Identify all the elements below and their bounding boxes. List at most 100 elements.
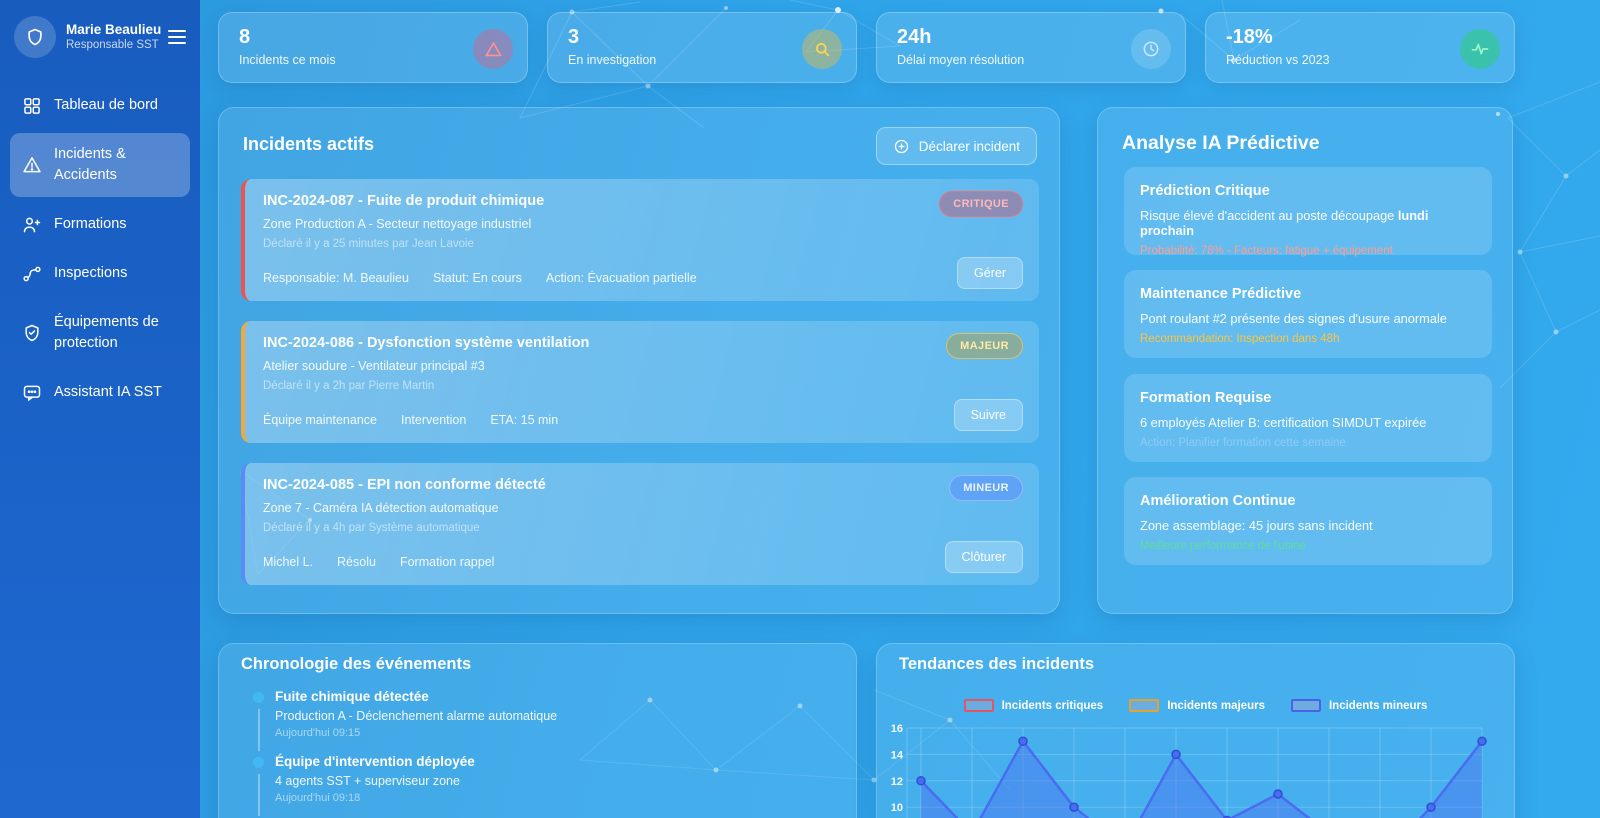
- sidebar-item-label: Incidents & Accidents: [54, 146, 126, 184]
- chart-legend: Incidents critiques Incidents majeurs In…: [877, 699, 1514, 712]
- ai-card-body: 6 employés Atelier B: certification SIMD…: [1140, 415, 1427, 430]
- legend-swatch-major: [1129, 699, 1160, 712]
- legend-label: Incidents mineurs: [1328, 699, 1428, 712]
- ai-card-title: Amélioration Continue: [1140, 493, 1296, 509]
- ai-card-maintenance: Maintenance Prédictive Pont roulant #2 p…: [1124, 270, 1492, 358]
- ai-card-accent: Recommandation: Inspection dans 48h: [1140, 333, 1340, 345]
- incident-location: Zone Production A - Secteur nettoyage in…: [263, 217, 532, 231]
- manage-incident-button[interactable]: Gérer: [957, 257, 1023, 289]
- sidebar-item-inspections[interactable]: Inspections: [10, 252, 190, 295]
- menu-icon[interactable]: [166, 23, 188, 52]
- incident-meta: Responsable: M. Beaulieu Statut: En cour…: [263, 271, 697, 285]
- legend-label: Incidents majeurs: [1167, 699, 1265, 712]
- incident-declared: Déclaré il y a 25 minutes par Jean Lavoi…: [263, 238, 474, 250]
- ai-card-amelioration: Amélioration Continue Zone assemblage: 4…: [1124, 477, 1492, 565]
- incident-meta-item: Michel L.: [263, 555, 314, 569]
- legend-item-mineurs[interactable]: Incidents mineurs: [1290, 699, 1428, 712]
- legend-item-majeurs[interactable]: Incidents majeurs: [1129, 699, 1265, 712]
- incident-declared: Déclaré il y a 4h par Système automatiqu…: [263, 522, 480, 534]
- sidebar-item-label: Formations: [54, 216, 127, 233]
- sidebar-item-assistant-ia[interactable]: Assistant IA SST: [10, 371, 190, 414]
- legend-label: Incidents critiques: [1001, 699, 1104, 712]
- stat-value: 24h: [897, 26, 932, 48]
- incidents-panel-title: Incidents actifs: [243, 134, 375, 154]
- incident-meta-item: ETA: 15 min: [490, 413, 559, 427]
- timeline-event-title: Équipe d'intervention déployée: [275, 754, 475, 769]
- incident-card-minor[interactable]: INC-2024-085 - EPI non conforme détecté …: [241, 463, 1039, 585]
- incident-card-major[interactable]: INC-2024-086 - Dysfonction système venti…: [241, 321, 1039, 443]
- ai-analysis-panel: Analyse IA Prédictive Prédiction Critiqu…: [1097, 107, 1513, 614]
- trends-panel: 161412108642 Tendances des incidents Inc…: [876, 643, 1515, 818]
- incident-card-critical[interactable]: INC-2024-087 - Fuite de produit chimique…: [241, 179, 1039, 301]
- ai-card-body: Zone assemblage: 45 jours sans incident: [1140, 518, 1373, 533]
- stat-label: En investigation: [568, 53, 657, 67]
- close-incident-button[interactable]: Clôturer: [944, 541, 1023, 573]
- sidebar-item-incidents-accidents[interactable]: Incidents & Accidents: [10, 133, 190, 198]
- ai-card-title: Formation Requise: [1140, 390, 1272, 406]
- timeline-event: Fuite chimique détectée Production A - D…: [253, 689, 558, 751]
- stat-card-delai: 24h Délai moyen résolution: [876, 12, 1186, 83]
- svg-text:12: 12: [891, 776, 903, 788]
- timeline-dot: [253, 692, 264, 703]
- user-role: Responsable SST: [66, 39, 159, 52]
- stat-label: Délai moyen résolution: [897, 53, 1025, 67]
- stat-card-incidents: 8 Incidents ce mois: [218, 12, 528, 83]
- trends-panel-title: Tendances des incidents: [899, 655, 1095, 673]
- sidebar: Marie Beaulieu Responsable SST Tableau d…: [0, 0, 200, 818]
- incident-meta-item: Formation rappel: [399, 555, 495, 569]
- sidebar-item-label: Tableau de bord: [54, 97, 158, 113]
- stat-label: Incidents ce mois: [239, 53, 336, 67]
- sidebar-item-formations[interactable]: Formations: [10, 203, 190, 246]
- declare-incident-label: Déclarer incident: [918, 138, 1020, 154]
- legend-item-critiques[interactable]: Incidents critiques: [963, 699, 1104, 712]
- route-icon: [22, 264, 42, 284]
- ai-card-accent: Meilleure performance de l'usine: [1140, 540, 1306, 552]
- timeline-event-detail: Production A - Déclenchement alarme auto…: [275, 709, 558, 723]
- timeline-event-title: Fuite chimique détectée: [275, 689, 429, 704]
- sidebar-item-tableau-de-bord[interactable]: Tableau de bord: [10, 84, 190, 127]
- timeline-connector: [257, 709, 260, 751]
- stat-card-investigation: 3 En investigation: [547, 12, 857, 83]
- ai-panel-title: Analyse IA Prédictive: [1122, 132, 1320, 154]
- user-plus-icon: [22, 215, 42, 235]
- incident-meta-item: Intervention: [400, 413, 467, 427]
- timeline-event-time: Aujourd'hui 09:15: [275, 727, 361, 739]
- severity-badge: MAJEUR: [946, 333, 1023, 359]
- incident-declared: Déclaré il y a 2h par Pierre Martin: [263, 380, 435, 392]
- severity-badge: CRITIQUE: [939, 191, 1023, 217]
- stat-label: Réduction vs 2023: [1226, 53, 1330, 67]
- search-icon: [802, 29, 842, 69]
- ai-card-accent: Action: Planifier formation cette semain…: [1140, 437, 1346, 449]
- triangle-icon: [473, 29, 513, 69]
- timeline-panel-title: Chronologie des événements: [241, 655, 472, 673]
- incident-location: Atelier soudure - Ventilateur principal …: [263, 359, 485, 373]
- timeline-dot: [253, 757, 264, 768]
- follow-incident-button[interactable]: Suivre: [953, 399, 1023, 431]
- incident-meta-item: Action: Évacuation partielle: [545, 271, 697, 285]
- svg-text:10: 10: [891, 802, 903, 814]
- warning-triangle-icon: [22, 155, 42, 175]
- svg-text:16: 16: [891, 723, 903, 735]
- ai-card-accent: Probabilité: 78% - Facteurs: fatigue + é…: [1140, 245, 1393, 257]
- ai-card-body: Pont roulant #2 présente des signes d'us…: [1140, 311, 1447, 326]
- sidebar-nav: Tableau de bord Incidents & Accidents Fo…: [0, 84, 200, 420]
- stat-value: 8: [239, 26, 251, 48]
- stat-value: -18%: [1226, 26, 1273, 48]
- activity-icon: [1460, 29, 1500, 69]
- ai-card-title: Prédiction Critique: [1140, 183, 1270, 199]
- sidebar-item-equipements-protection[interactable]: Équipements de protection: [10, 301, 190, 365]
- sidebar-item-label: Assistant IA SST: [54, 384, 162, 401]
- severity-badge: MINEUR: [949, 475, 1023, 501]
- declare-incident-button[interactable]: Déclarer incident: [875, 127, 1037, 165]
- ai-card-title: Maintenance Prédictive: [1140, 286, 1302, 302]
- incident-location: Zone 7 - Caméra IA détection automatique: [263, 501, 499, 515]
- timeline-event-time: Aujourd'hui 09:18: [275, 792, 361, 804]
- ai-card-body: Risque élevé d'accident au poste découpa…: [1140, 208, 1429, 238]
- chat-icon: [22, 383, 42, 403]
- shield-icon: [28, 28, 42, 46]
- legend-swatch-minor: [1290, 699, 1321, 712]
- ai-card-formation: Formation Requise 6 employés Atelier B: …: [1124, 374, 1492, 462]
- incident-meta-item: Résolu: [337, 555, 376, 569]
- avatar: [14, 16, 56, 58]
